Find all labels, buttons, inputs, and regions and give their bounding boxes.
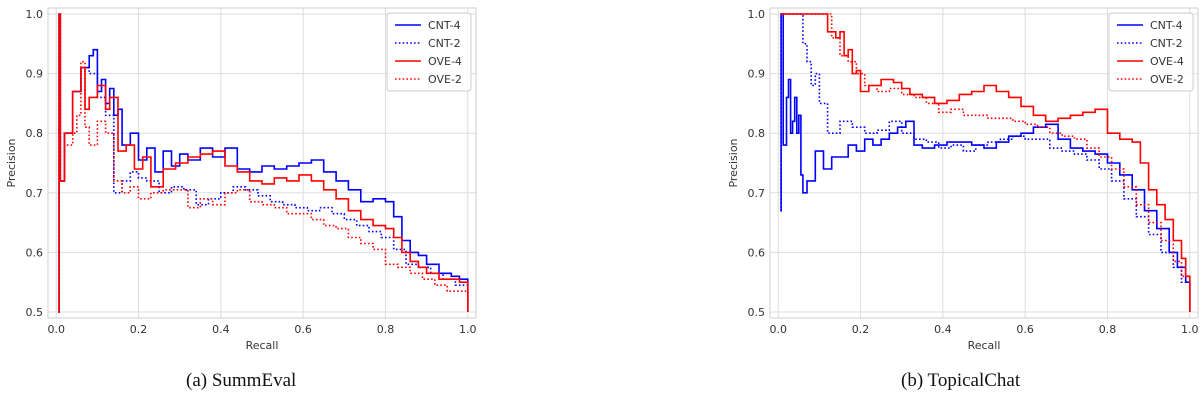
panel-topicalchat: 0.0 0.2 0.4 0.6 0.8 1.0 0.5 0.6 0.7 0.8 0.9 1.0 Reca… <box>601 0 1202 408</box>
x-tick-label: 0.6 <box>294 323 312 336</box>
series-ove-4-line <box>780 13 1191 312</box>
legend-box <box>1108 12 1194 92</box>
y-tick-label: 0.6 <box>748 246 766 259</box>
chart-topicalchat: 0.0 0.2 0.4 0.6 0.8 1.0 0.5 0.6 0.7 0.8 0.9 1.0 Reca… <box>727 7 1199 352</box>
x-tick-label: 0.8 <box>377 323 395 336</box>
legend-label-cnt-2: CNT-2 <box>1150 37 1183 50</box>
series-ove-2-line <box>58 13 469 313</box>
x-tick-label: 0.0 <box>769 323 787 336</box>
x-tick-label: 0.0 <box>47 323 65 336</box>
plot-frame <box>769 7 1199 319</box>
series-cnt-2-line <box>58 13 469 313</box>
y-tick-label: 0.7 <box>748 187 766 200</box>
legend-label-cnt-4: CNT-4 <box>1150 19 1183 32</box>
legend: CNT-4 CNT-2 OVE-4 OVE-2 <box>386 12 472 92</box>
y-tick-label: 0.8 <box>748 127 766 140</box>
legend-label-cnt-4: CNT-4 <box>428 19 461 32</box>
plot-frame <box>47 7 477 319</box>
x-tick-label: 1.0 <box>459 323 477 336</box>
x-tick-label: 0.2 <box>130 323 148 336</box>
panel-summeval: 0.0 0.2 0.4 0.6 0.8 1.0 0.5 0.6 0.7 0.8 0.9 1.0 Reca… <box>5 7 477 391</box>
y-axis-label: Precision <box>727 138 740 187</box>
x-tick-label: 0.2 <box>852 323 870 336</box>
y-tick-label: 0.9 <box>26 68 44 81</box>
x-tick-label: 1.0 <box>1181 323 1199 336</box>
series-ove-4-line <box>58 13 469 313</box>
caption-summeval: (a) SummEval <box>186 370 297 391</box>
y-tick-label: 0.7 <box>26 187 44 200</box>
legend-label-ove-2: OVE-2 <box>428 73 462 86</box>
legend-box <box>386 12 472 92</box>
legend-label-ove-4: OVE-4 <box>1150 55 1184 68</box>
legend: CNT-4 CNT-2 OVE-4 OVE-2 <box>1108 12 1194 92</box>
y-tick-label: 0.5 <box>748 306 766 319</box>
y-axis-label: Precision <box>5 138 18 187</box>
x-axis-label: Recall <box>968 339 1001 352</box>
y-tick-label: 0.9 <box>748 68 766 81</box>
legend-label-ove-2: OVE-2 <box>1150 73 1184 86</box>
y-tick-label: 1.0 <box>26 8 44 21</box>
x-tick-label: 0.4 <box>212 323 230 336</box>
caption-topicalchat: (b) TopicalChat <box>901 370 1021 391</box>
legend-label-ove-4: OVE-4 <box>428 55 462 68</box>
x-axis-label: Recall <box>246 339 279 352</box>
y-tick-label: 0.6 <box>26 246 44 259</box>
x-tick-label: 0.6 <box>1016 323 1034 336</box>
chart-summeval: 0.0 0.2 0.4 0.6 0.8 1.0 0.5 0.6 0.7 0.8 0.9 1.0 Reca… <box>5 7 477 352</box>
x-tick-label: 0.4 <box>934 323 952 336</box>
series-ove-2-line <box>780 13 1191 312</box>
legend-label-cnt-2: CNT-2 <box>428 37 461 50</box>
y-tick-label: 0.8 <box>26 127 44 140</box>
y-tick-label: 1.0 <box>748 8 766 21</box>
y-tick-label: 0.5 <box>26 306 44 319</box>
series-cnt-2-line <box>780 13 1191 312</box>
x-tick-label: 0.8 <box>1099 323 1117 336</box>
